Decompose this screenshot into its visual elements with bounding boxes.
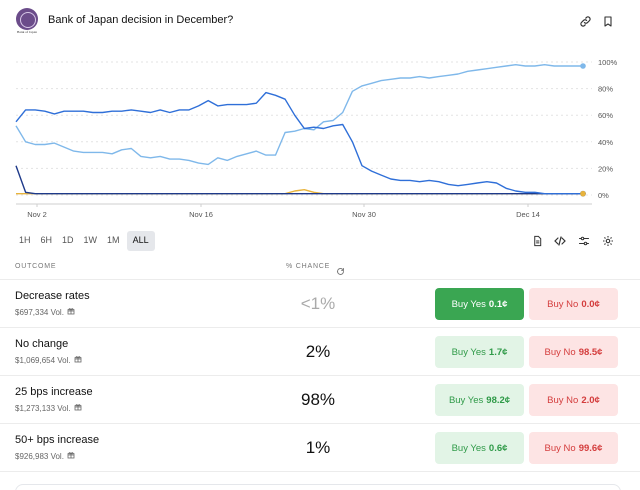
sliders-icon[interactable]: [576, 233, 592, 249]
buy-yes-button[interactable]: Buy Yes 98.2¢: [435, 384, 524, 416]
outcome-volume: $1,273,133 Vol.: [15, 403, 82, 413]
buy-no-label: Buy No: [544, 346, 576, 358]
range-1m-button[interactable]: 1M: [107, 235, 120, 245]
page-title: Bank of Japan decision in December?: [48, 14, 234, 26]
range-6h-button[interactable]: 6H: [40, 235, 53, 245]
buy-no-button[interactable]: Buy No 99.6¢: [529, 432, 618, 464]
x-tick-label: Nov 16: [189, 210, 213, 219]
range-1w-button[interactable]: 1W: [83, 235, 98, 245]
outcome-row[interactable]: 50+ bps increase $926,983 Vol. 1% Buy Yes 0.…: [0, 424, 640, 472]
series-line: [15, 64, 583, 166]
buy-no-price: 0.0¢: [581, 298, 600, 310]
gift-icon: [67, 451, 75, 461]
outcome-volume: $926,983 Vol.: [15, 451, 75, 461]
y-tick-label: 40%: [598, 138, 613, 147]
series-end-marker: [580, 63, 586, 69]
buy-yes-button[interactable]: Buy Yes 1.7¢: [435, 336, 524, 368]
buy-no-button[interactable]: Buy No 0.0¢: [529, 288, 618, 320]
chart-svg: 100% 80% 60% 40% 20% 0% Nov 2 Nov 16 Nov 30 Dec 1…: [15, 58, 618, 219]
range-1d-button[interactable]: 1D: [62, 235, 74, 245]
buy-yes-button[interactable]: Buy Yes 0.6¢: [435, 432, 524, 464]
chance-column-header: % CHANCE: [286, 263, 331, 270]
buy-no-label: Buy No: [547, 298, 579, 310]
volume-text: $1,273,133 Vol.: [15, 403, 71, 413]
range-1h-button[interactable]: 1H: [19, 235, 31, 245]
code-icon[interactable]: [552, 233, 568, 249]
series-line: [15, 91, 583, 195]
refresh-icon[interactable]: [336, 263, 345, 281]
document-icon[interactable]: [529, 233, 545, 249]
link-icon[interactable]: [576, 12, 594, 30]
y-tick-label: 20%: [598, 164, 613, 173]
outcome-row[interactable]: Decrease rates $697,334 Vol. <1% Buy Yes 0.1…: [0, 280, 640, 328]
buy-no-price: 2.0¢: [581, 394, 600, 406]
buy-no-price: 99.6¢: [578, 442, 603, 454]
volume-text: $1,069,654 Vol.: [15, 355, 71, 365]
outcome-name: 25 bps increase: [15, 386, 93, 398]
x-tick-label: Nov 30: [352, 210, 376, 219]
buy-yes-label: Buy Yes: [448, 394, 484, 406]
buy-yes-price: 1.7¢: [488, 346, 508, 358]
volume-text: $926,983 Vol.: [15, 451, 64, 461]
bottom-card: [15, 484, 621, 490]
outcomes-table-header: OUTCOME % CHANCE: [0, 260, 640, 280]
seal-icon: [16, 8, 38, 30]
buy-yes-label: Buy Yes: [451, 346, 486, 358]
buy-no-button[interactable]: Buy No 2.0¢: [529, 384, 618, 416]
time-range-selector: 1H 6H 1D 1W 1M ALL: [16, 231, 155, 251]
series-line: [15, 165, 583, 195]
outcome-chance: 98%: [300, 390, 336, 409]
outcome-column-header: OUTCOME: [15, 263, 57, 270]
x-tick-label: Nov 2: [27, 210, 47, 219]
volume-text: $697,334 Vol.: [15, 307, 64, 317]
range-all-button[interactable]: ALL: [126, 231, 155, 251]
buy-yes-price: 98.2¢: [486, 394, 511, 406]
outcome-name: No change: [15, 338, 69, 350]
y-tick-label: 80%: [598, 85, 613, 94]
outcome-row[interactable]: 25 bps increase $1,273,133 Vol. 98% Buy Yes…: [0, 376, 640, 424]
gift-icon: [67, 307, 75, 317]
outcome-row[interactable]: No change $1,069,654 Vol. 2% Buy Yes 1.7¢ Buy…: [0, 328, 640, 376]
outcome-chance: 2%: [305, 342, 331, 361]
buy-no-label: Buy No: [547, 394, 579, 406]
logo-text: Bank of Japan: [16, 30, 38, 34]
series-end-marker: [580, 190, 586, 197]
buy-yes-button[interactable]: Buy Yes 0.1¢: [435, 288, 524, 320]
y-tick-label: 60%: [598, 111, 613, 120]
outcome-volume: $697,334 Vol.: [15, 307, 75, 317]
outcome-chance: 1%: [305, 438, 331, 457]
outcome-volume: $1,069,654 Vol.: [15, 355, 82, 365]
gift-icon: [74, 355, 82, 365]
outcome-name: 50+ bps increase: [15, 434, 100, 446]
bank-of-japan-logo: Bank of Japan: [14, 8, 40, 36]
gear-icon[interactable]: [600, 233, 616, 249]
buy-yes-label: Buy Yes: [451, 298, 486, 310]
buy-no-label: Buy No: [544, 442, 576, 454]
outcome-name: Decrease rates: [15, 290, 90, 302]
y-tick-label: 0%: [598, 191, 609, 200]
x-tick-label: Dec 14: [516, 210, 540, 219]
buy-no-price: 98.5¢: [578, 346, 603, 358]
bookmark-icon[interactable]: [599, 12, 617, 30]
buy-yes-label: Buy Yes: [451, 442, 486, 454]
market-header: Bank of Japan Bank of Japan decision in …: [0, 0, 640, 44]
buy-yes-price: 0.6¢: [488, 442, 508, 454]
buy-no-button[interactable]: Buy No 98.5¢: [529, 336, 618, 368]
gift-icon: [74, 403, 82, 413]
buy-yes-price: 0.1¢: [488, 298, 508, 310]
price-history-chart[interactable]: 100% 80% 60% 40% 20% 0% Nov 2 Nov 16 Nov 30 Dec 1…: [0, 44, 640, 228]
y-tick-label: 100%: [598, 58, 618, 67]
outcome-chance: <1%: [300, 294, 336, 313]
